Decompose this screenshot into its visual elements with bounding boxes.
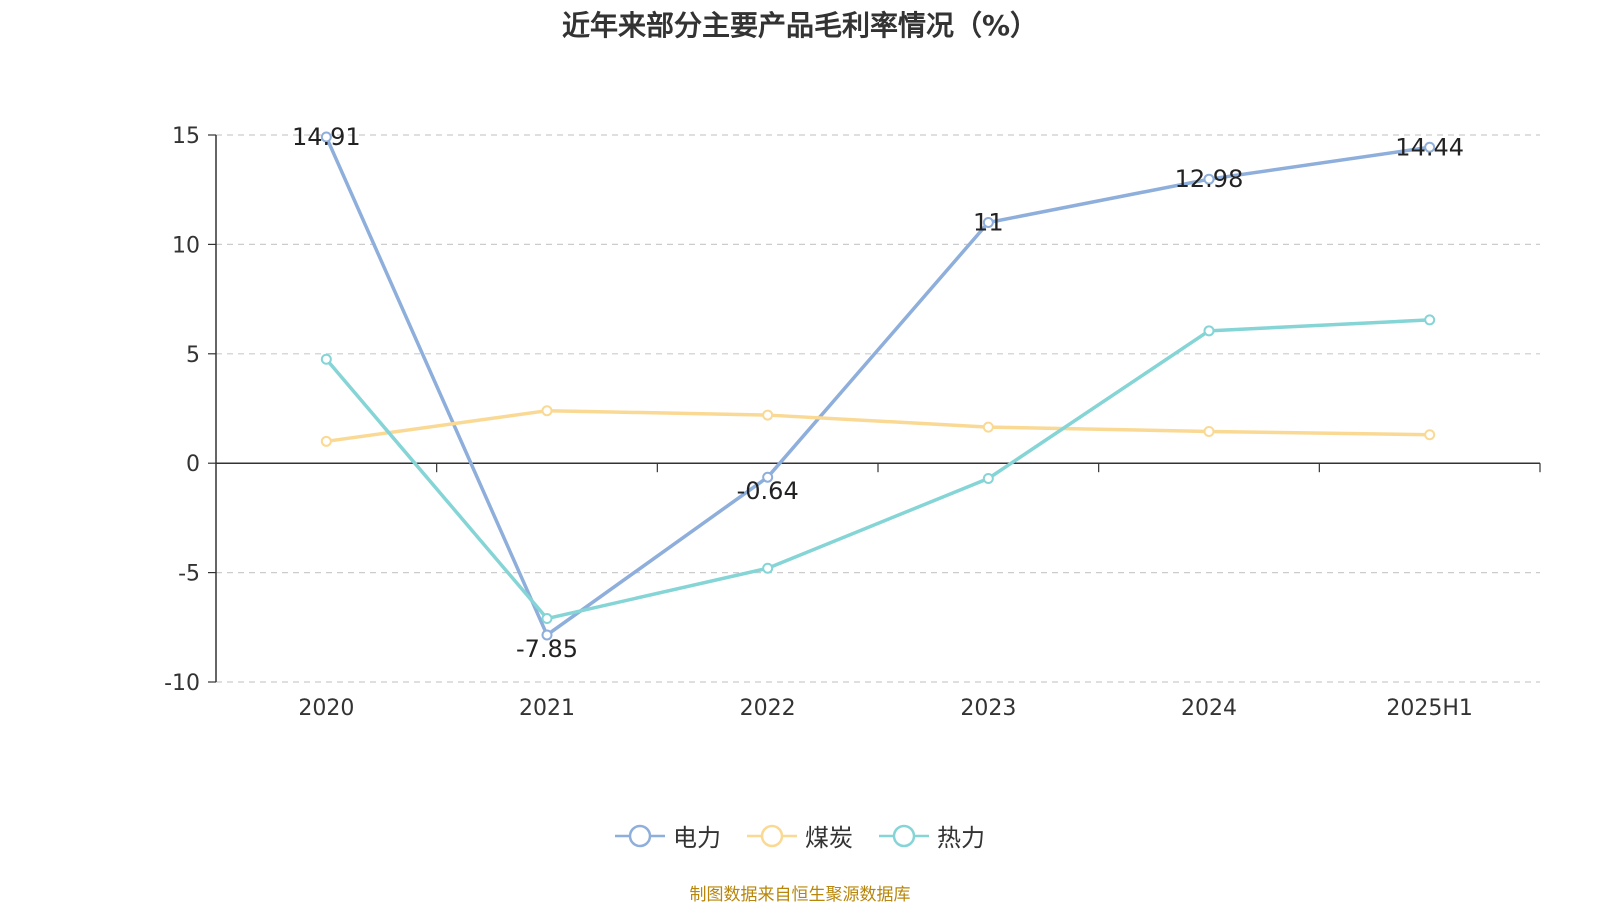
y-tick-label: 0: [186, 452, 200, 477]
chart-title: 近年来部分主要产品毛利率情况（%）: [561, 9, 1039, 42]
y-tick-label: -5: [178, 562, 200, 587]
y-tick-label: 5: [186, 343, 200, 368]
x-tick-label: 2025H1: [1386, 696, 1473, 721]
data-point: [1424, 429, 1436, 441]
data-label: 14.91: [292, 123, 361, 151]
data-point: [982, 421, 994, 433]
data-label: 11: [973, 209, 1004, 237]
data-point: [982, 473, 994, 485]
y-tick-label: -10: [164, 671, 200, 696]
data-point: [320, 435, 332, 447]
data-point: [541, 405, 553, 417]
data-point: [762, 562, 774, 574]
y-tick-label: 10: [172, 233, 200, 258]
data-point: [1203, 325, 1215, 337]
data-point: [982, 217, 994, 229]
data-label-layer: 14.91 -7.85 -0.64 11 12.98 14.44: [292, 123, 1464, 663]
x-tick-label: 2021: [519, 696, 575, 721]
x-tick-label: 2020: [298, 696, 354, 721]
axis-layer: 15 10 5 0 -5 -10 2020 2021 2022 2023 2024 2025H1: [164, 124, 1541, 721]
data-point: [320, 131, 332, 143]
legend: 电力 煤炭 热力: [0, 818, 1600, 853]
legend-swatch-icon: [747, 824, 797, 847]
data-label: 12.98: [1175, 165, 1244, 193]
legend-item[interactable]: 煤炭: [747, 818, 853, 853]
source-note: 制图数据来自恒生聚源数据库: [689, 885, 911, 905]
grid-layer: [216, 134, 1540, 683]
data-point: [1203, 425, 1215, 437]
x-tick-label: 2022: [740, 696, 796, 721]
data-label: -7.85: [516, 635, 578, 663]
data-point: [1424, 314, 1436, 326]
legend-swatch-icon: [879, 824, 929, 847]
series-line: [325, 318, 1430, 621]
legend-item[interactable]: 电力: [615, 818, 721, 853]
legend-item[interactable]: 热力: [879, 818, 985, 853]
legend-label: 热力: [937, 824, 985, 852]
x-tick-label: 2024: [1181, 696, 1237, 721]
series-line: [324, 136, 1430, 637]
legend-swatch-icon: [615, 824, 665, 847]
data-point: [1424, 141, 1436, 153]
data-point: [541, 613, 553, 625]
legend-label: 电力: [673, 824, 721, 852]
data-point: [1203, 173, 1215, 185]
y-tick-label: 15: [172, 124, 200, 149]
legend-label: 煤炭: [805, 824, 853, 852]
series-line: [326, 408, 1430, 444]
data-label: 14.44: [1395, 133, 1464, 161]
line-chart: 15 10 5 0 -5 -10 2020 2021 2022 2023 2024 2025H1 14…: [164, 123, 1541, 721]
data-label: -0.64: [737, 477, 799, 505]
data-point: [320, 353, 332, 365]
data-point: [762, 471, 774, 483]
x-tick-label: 2023: [960, 696, 1016, 721]
series-layer: [320, 131, 1436, 641]
data-point: [541, 629, 553, 641]
data-point: [762, 409, 774, 421]
